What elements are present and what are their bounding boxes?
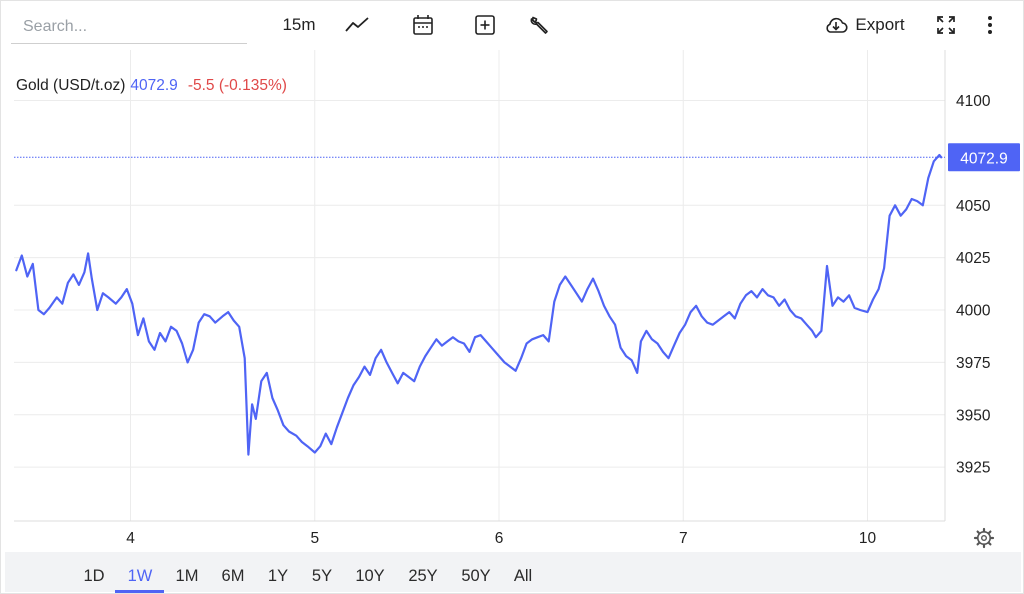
line-chart-icon[interactable]	[342, 10, 372, 40]
chart-settings-icon[interactable]	[973, 527, 995, 549]
range-button-6m[interactable]: 6M	[221, 567, 245, 585]
last-price-marker: 4072.9	[948, 143, 1020, 172]
last-price-label: 4072.9	[960, 150, 1007, 167]
series-legend: Gold (USD/t.oz) 4072.9 -5.5 (-0.135%)	[16, 77, 287, 95]
y-tick-label: 4050	[956, 198, 991, 215]
range-selector-bar	[5, 552, 1021, 592]
series-line-gold	[15, 153, 943, 456]
y-tick-label: 4025	[956, 250, 990, 267]
range-button-10y[interactable]: 10Y	[355, 567, 385, 585]
x-tick-label: 4	[126, 530, 135, 547]
axes	[14, 50, 946, 522]
fullscreen-icon[interactable]	[931, 10, 961, 40]
y-axis-ticks: 3925 3950 3975 4000 4025 4050 4100	[956, 93, 991, 477]
y-tick-label: 4100	[956, 93, 991, 110]
cloud-download-icon	[823, 15, 849, 35]
grid	[14, 50, 945, 521]
chart-toolbar: 15m Export	[0, 0, 1024, 48]
interval-selector[interactable]: 15m	[282, 15, 316, 34]
calendar-icon[interactable]	[408, 10, 438, 40]
legend-price-value: 4072.9	[130, 77, 178, 94]
more-vertical-icon[interactable]	[975, 10, 1005, 40]
wrench-icon[interactable]	[525, 10, 555, 40]
legend-series-label: Gold (USD/t.oz)	[16, 77, 126, 94]
y-tick-label: 4000	[956, 303, 991, 320]
x-tick-label: 5	[310, 530, 319, 547]
x-tick-label: 7	[679, 530, 688, 547]
range-button-1y[interactable]: 1Y	[267, 567, 289, 585]
range-button-1m[interactable]: 1M	[175, 567, 199, 585]
plus-square-icon[interactable]	[470, 10, 500, 40]
y-tick-label: 3925	[956, 460, 990, 477]
range-button-25y[interactable]: 25Y	[408, 567, 438, 585]
x-tick-label: 10	[859, 530, 877, 547]
search-input[interactable]	[11, 10, 247, 44]
active-range-indicator	[115, 590, 164, 593]
range-button-50y[interactable]: 50Y	[461, 567, 491, 585]
y-tick-label: 3975	[956, 355, 990, 372]
range-button-1w[interactable]: 1W	[127, 567, 153, 585]
range-button-1d[interactable]: 1D	[83, 567, 105, 585]
range-button-all[interactable]: All	[513, 567, 533, 585]
range-button-5y[interactable]: 5Y	[311, 567, 333, 585]
x-axis-ticks: 4 5 6 7 10	[126, 530, 876, 547]
legend-price-change: -5.5 (-0.135%)	[187, 77, 287, 94]
export-button[interactable]: Export	[818, 10, 910, 40]
x-tick-label: 6	[495, 530, 504, 547]
y-tick-label: 3950	[956, 407, 991, 424]
export-label: Export	[855, 15, 905, 34]
